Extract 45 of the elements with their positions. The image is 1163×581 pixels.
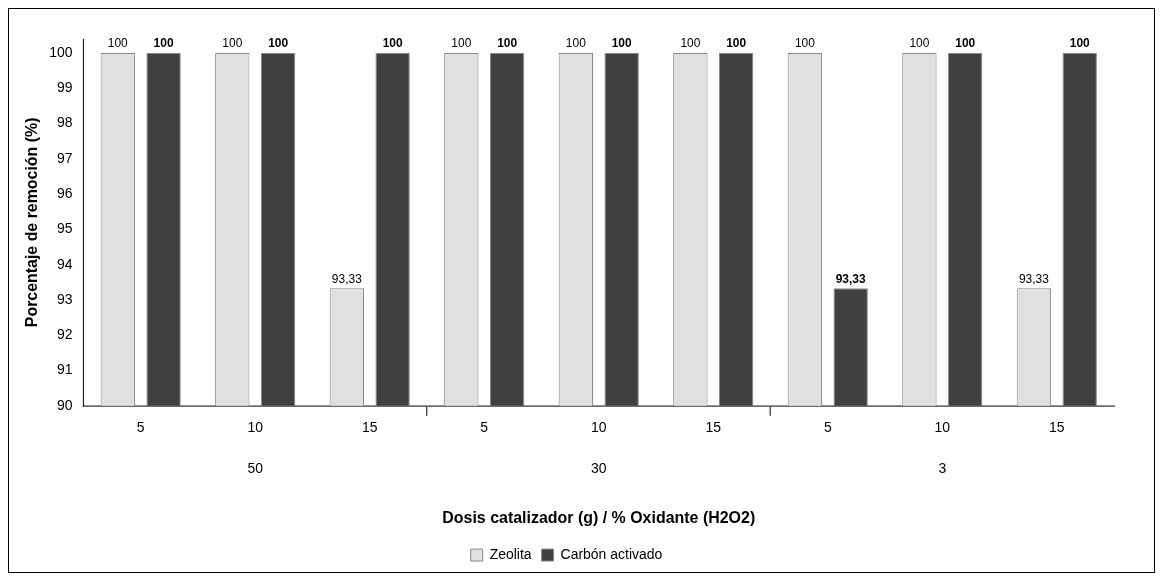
y-tick-label: 100 (49, 43, 73, 60)
y-tick-label: 91 (56, 361, 73, 378)
y-tick-label: 93 (56, 290, 73, 307)
data-label: 100 (909, 36, 930, 51)
x-tick-label: 5 (136, 418, 145, 435)
y-tick-label: 90 (56, 396, 73, 413)
data-label: 93,33 (1018, 271, 1050, 286)
data-label: 100 (222, 36, 243, 51)
data-label: 100 (955, 36, 976, 51)
x-tick-label: 15 (361, 418, 378, 435)
x-axis-title: Dosis catalizador (g) / % Oxidante (H2O2) (442, 508, 756, 526)
text: 50 (247, 459, 264, 476)
y-axis-title: Porcentaje de remoción (%) (22, 117, 40, 328)
x-tick-label: 15 (1049, 418, 1065, 435)
text: 3 (938, 459, 947, 476)
x-tick-label: 10 (247, 418, 264, 435)
legend-label: Zeolita (489, 545, 532, 562)
data-label: 100 (497, 36, 518, 51)
data-label: 100 (268, 36, 289, 51)
data-label: 100 (611, 36, 632, 51)
x-tick-label: 10 (934, 418, 951, 435)
y-tick-label: 98 (56, 114, 73, 131)
x-tick-label: 5 (823, 418, 832, 435)
data-label: 100 (726, 36, 747, 51)
data-label: 100 (107, 36, 129, 51)
data-label: 93,33 (331, 271, 363, 286)
data-label: 100 (794, 36, 816, 51)
data-label: 100 (382, 36, 403, 51)
x-tick-label: 10 (590, 418, 607, 435)
y-tick-label: 94 (56, 255, 73, 272)
data-label: 100 (1069, 36, 1091, 51)
x-tick-label: 15 (705, 418, 722, 435)
text: 30 (590, 459, 607, 476)
y-tick-label: 92 (56, 326, 73, 343)
data-label: 100 (451, 36, 472, 51)
y-tick-label: 95 (56, 220, 73, 237)
legend-label: Carbón activado (560, 545, 663, 562)
data-label: 100 (565, 36, 587, 51)
data-label: 100 (153, 36, 174, 51)
y-tick-label: 96 (56, 184, 73, 201)
y-tick-label: 97 (56, 149, 73, 166)
x-tick-label: 5 (480, 418, 489, 435)
data-label: 100 (680, 36, 701, 51)
y-tick-label: 99 (56, 79, 73, 96)
data-label: 93,33 (835, 271, 866, 286)
